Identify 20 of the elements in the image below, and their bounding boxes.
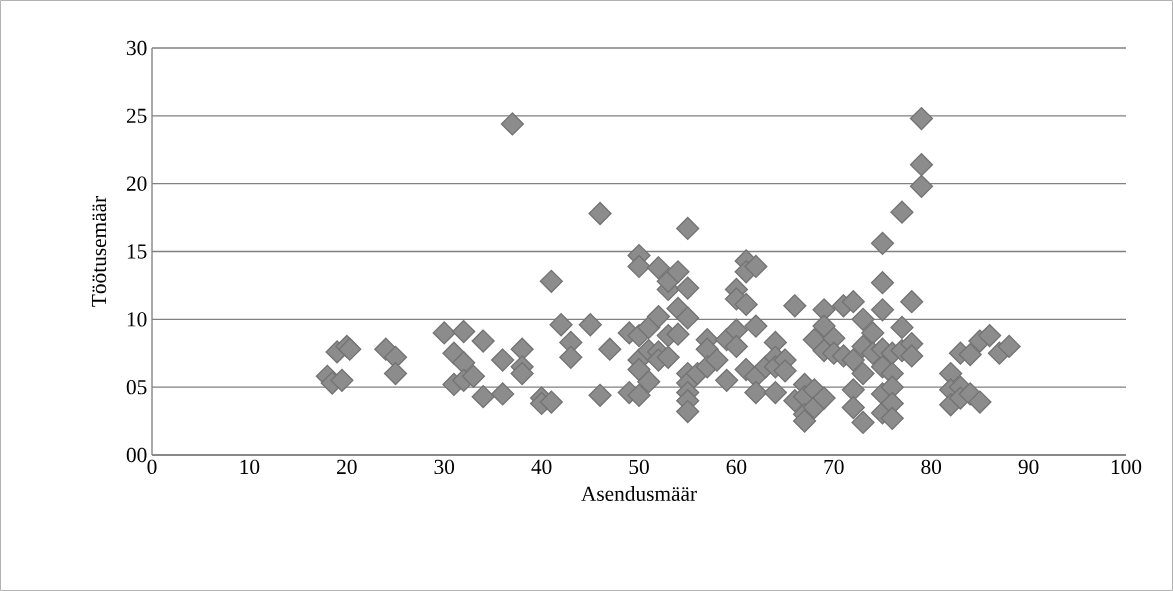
x-tick-label: 10: [240, 459, 260, 475]
x-tick-label: 90: [1018, 459, 1039, 475]
y-tick-label: 15: [127, 244, 147, 259]
y-tick-label: 25: [126, 108, 147, 123]
x-tick-label: 40: [531, 459, 552, 475]
x-tick-label: 50: [629, 459, 649, 475]
x-tick-label: 0: [147, 459, 157, 475]
y-tick-label: 10: [127, 312, 147, 327]
x-tick-label: 20: [337, 459, 357, 475]
x-axis-title: Asendusmäär: [581, 485, 697, 501]
x-tick-label: 80: [921, 459, 942, 475]
x-tick-label: 100: [1111, 459, 1142, 475]
y-tick-label: 00: [126, 447, 147, 463]
x-tick-label: 70: [824, 459, 844, 475]
y-tick-label: 05: [126, 379, 147, 395]
y-axis-title: Töötusemäär: [91, 195, 107, 307]
x-tick-label: 30: [434, 459, 455, 475]
y-tick-label: 20: [126, 176, 147, 191]
x-tick-label: 60: [726, 459, 747, 475]
y-tick-label: 30: [126, 40, 147, 56]
